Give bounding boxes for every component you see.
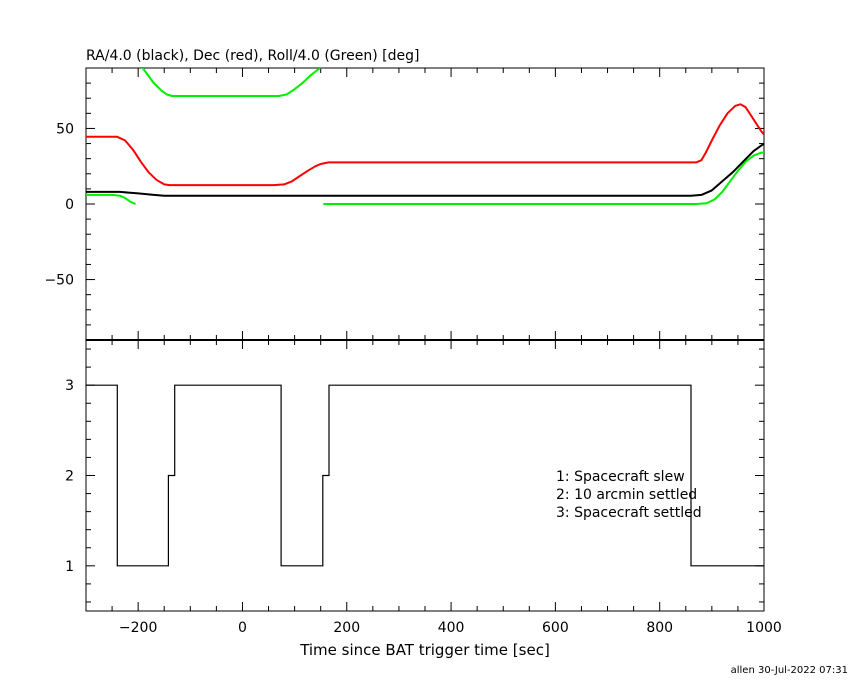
- top-series-lines: [86, 68, 764, 205]
- roll-series-line: [141, 68, 322, 97]
- top-axis-ticks: −50 0 50: [44, 68, 765, 340]
- x-axis-label: Time since BAT trigger time [sec]: [299, 641, 550, 659]
- xtick-label: 200: [333, 620, 360, 636]
- legend-annotation-1: 1: Spacecraft slew: [556, 469, 685, 485]
- roll-series-line: [323, 151, 764, 205]
- xtick-label: 600: [542, 620, 569, 636]
- xtick-label: −200: [119, 620, 157, 636]
- legend-annotation-2: 2: 10 arcmin settled: [556, 487, 697, 503]
- bottom-axis-ticks: 1 2 3 −200 0 200 400 600 800 1000: [65, 340, 782, 636]
- bottom-ytick-label: 1: [65, 559, 74, 575]
- roll-series-line: [86, 193, 136, 205]
- footer-credit: allen 30-Jul-2022 07:31: [731, 665, 848, 676]
- top-panel: RA/4.0 (black), Dec (red), Roll/4.0 (Gre…: [44, 48, 765, 341]
- top-chart-title: RA/4.0 (black), Dec (red), Roll/4.0 (Gre…: [86, 48, 419, 64]
- top-ytick-label: −50: [44, 273, 74, 289]
- bottom-panel: 1 2 3 −200 0 200 400 600 800 1000 1: Spacecraft s…: [65, 339, 782, 659]
- dec-series-line: [86, 103, 764, 187]
- xtick-label: 1000: [746, 620, 782, 636]
- bottom-ytick-label: 3: [65, 378, 74, 394]
- bottom-series-lines: [86, 384, 764, 567]
- xtick-label: 0: [238, 620, 247, 636]
- xtick-label: 400: [438, 620, 465, 636]
- ra-series-line: [86, 142, 764, 197]
- top-ytick-label: 50: [56, 121, 74, 137]
- legend-annotation-3: 3: Spacecraft settled: [556, 505, 702, 521]
- xtick-label: 800: [646, 620, 673, 636]
- top-ytick-label: 0: [65, 197, 74, 213]
- status-step-line: [86, 384, 764, 567]
- bottom-ytick-label: 2: [65, 469, 74, 485]
